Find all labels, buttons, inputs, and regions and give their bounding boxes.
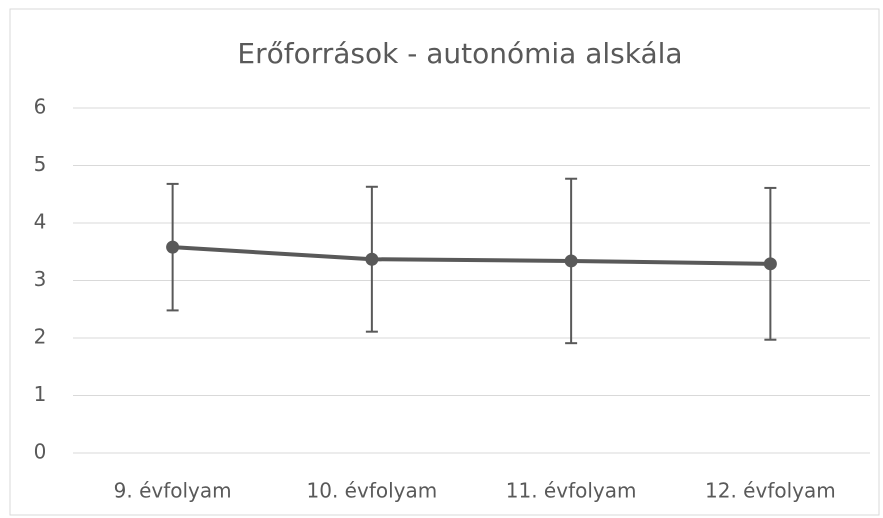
x-tick-label: 12. évfolyam — [705, 479, 836, 503]
x-tick-label: 9. évfolyam — [114, 479, 232, 503]
point — [365, 252, 379, 266]
y-tick-label: 1 — [34, 382, 47, 406]
series-line — [172, 245, 771, 266]
point — [763, 257, 777, 271]
x-tick-label: 11. évfolyam — [506, 479, 637, 503]
chart-title: Erőforrások - autonómia alskála — [237, 37, 682, 70]
point — [166, 240, 180, 254]
y-tick-label: 4 — [34, 210, 47, 234]
y-tick-label: 2 — [34, 325, 47, 349]
y-tick-label: 0 — [34, 440, 47, 464]
y-tick-label: 5 — [34, 152, 47, 176]
point — [564, 254, 578, 268]
y-tick-label: 6 — [34, 95, 47, 119]
y-tick-label: 3 — [34, 267, 47, 291]
x-tick-label: 10. évfolyam — [307, 479, 438, 503]
